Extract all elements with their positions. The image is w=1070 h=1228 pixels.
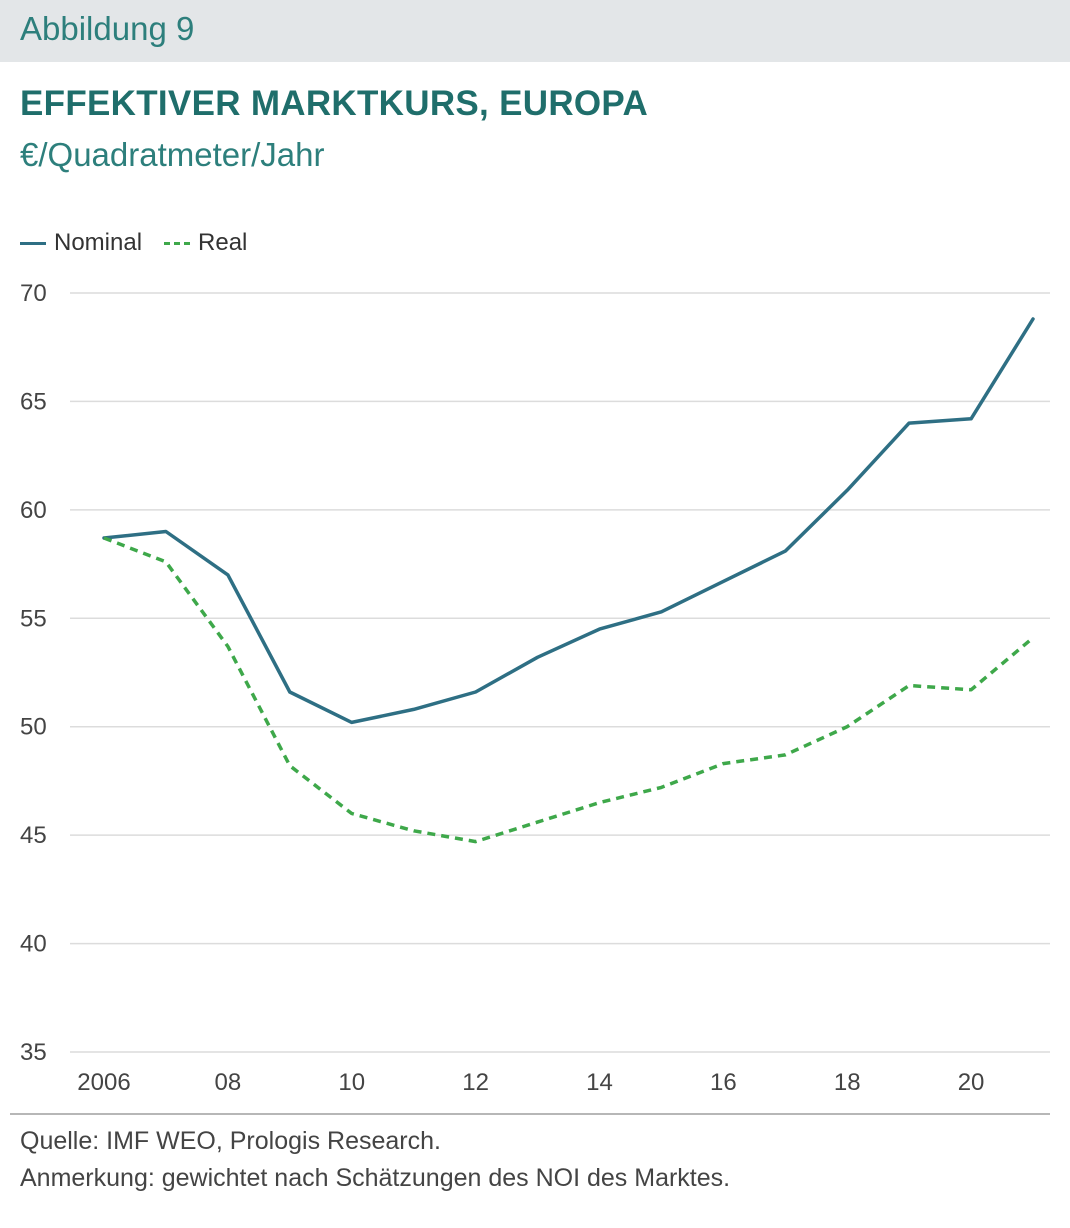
x-tick-label: 08 (215, 1069, 242, 1096)
y-tick-label: 45 (20, 822, 47, 849)
legend-swatch-nominal (20, 241, 46, 245)
y-axis-ticks: 35 40 45 50 55 60 65 70 (20, 280, 47, 1066)
legend-label-real: Real (198, 229, 248, 256)
x-tick-label: 16 (710, 1069, 737, 1096)
x-axis-ticks: 2006 08 10 12 14 16 18 20 (77, 1069, 984, 1096)
chart-subtitle: €/Quadratmeter/Jahr (20, 136, 325, 173)
x-tick-label: 10 (338, 1069, 365, 1096)
y-tick-label: 60 (20, 497, 47, 524)
y-tick-label: 35 (20, 1039, 47, 1066)
x-tick-label: 14 (586, 1069, 613, 1096)
series-line-real (103, 536, 1035, 844)
series-line-nominal (102, 317, 1035, 725)
legend-item-real: Real (164, 229, 247, 257)
footer-divider (10, 1113, 1050, 1115)
gridlines (70, 292, 1050, 1053)
figure-header-band (0, 0, 1070, 62)
legend-item-nominal: Nominal (20, 229, 142, 257)
y-tick-label: 55 (20, 605, 47, 632)
x-tick-label: 20 (958, 1069, 985, 1096)
methodology-note: Anmerkung: gewichtet nach Schätzungen de… (20, 1164, 731, 1192)
y-tick-label: 70 (20, 280, 47, 307)
series-lines (102, 317, 1035, 844)
chart-legend: Nominal Real (20, 226, 269, 260)
x-tick-label: 12 (462, 1069, 489, 1096)
y-tick-label: 40 (20, 931, 47, 958)
y-tick-label: 65 (20, 388, 47, 415)
legend-swatch-real (164, 241, 191, 245)
x-tick-label: 2006 (77, 1069, 130, 1096)
figure-label: Abbildung 9 (20, 10, 195, 47)
y-tick-label: 50 (20, 714, 47, 741)
x-tick-label: 18 (834, 1069, 861, 1096)
legend-label-nominal: Nominal (54, 229, 143, 256)
source-note: Quelle: IMF WEO, Prologis Research. (20, 1127, 441, 1155)
chart-title: EFFEKTIVER MARKTKURS, EUROPA (20, 84, 649, 123)
